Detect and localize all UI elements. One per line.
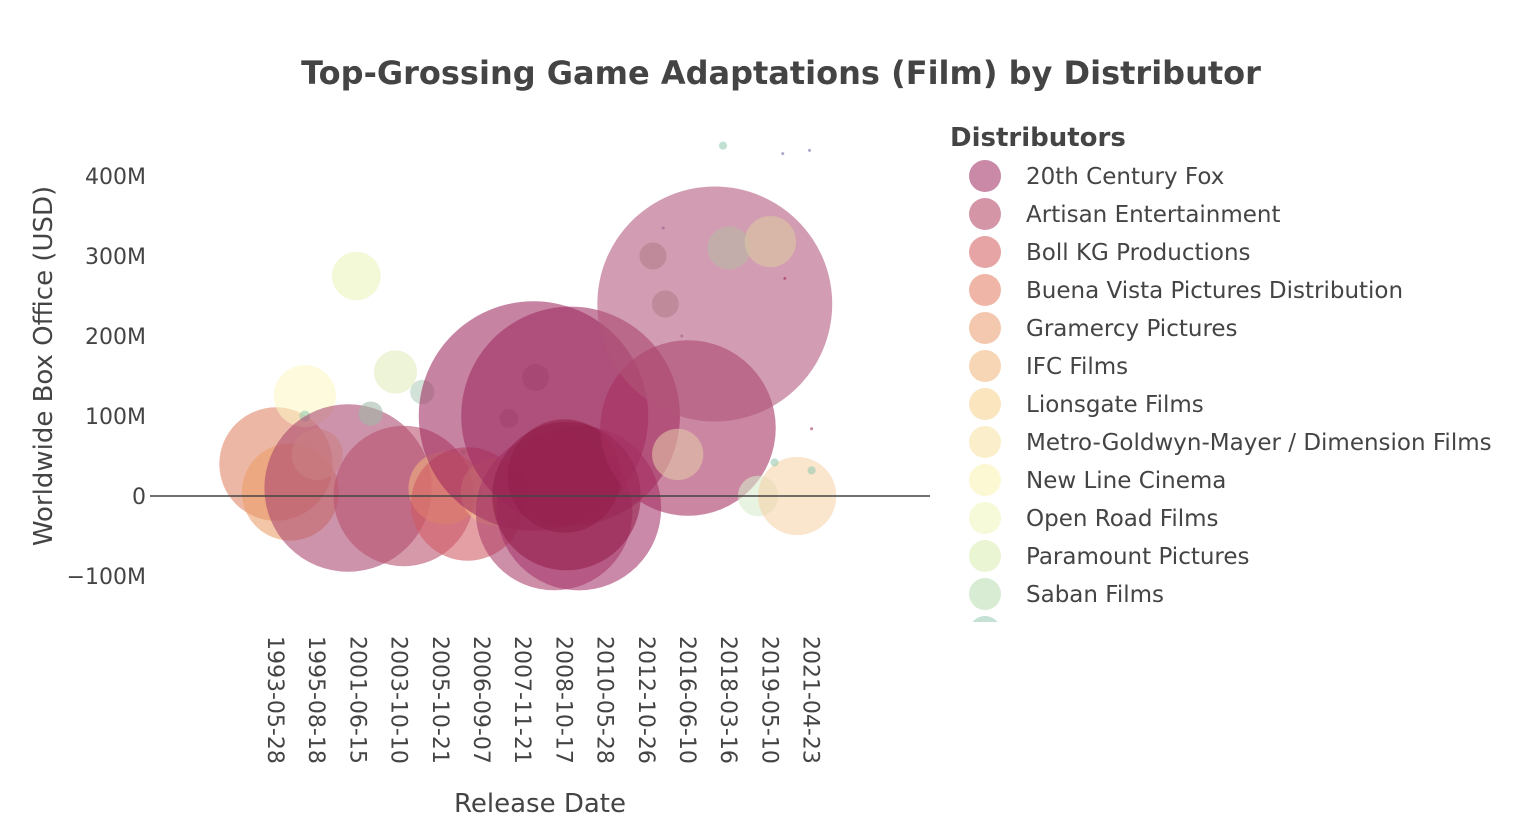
legend-marker: [969, 464, 1001, 496]
legend: Distributors 20th Century Fox Artisan Ent…: [950, 123, 1492, 648]
y-axis-title: Worldwide Box Office (USD): [29, 186, 59, 546]
x-tick-label: 2010-05-28: [592, 636, 617, 764]
legend-label: New Line Cinema: [1026, 468, 1226, 494]
legend-item[interactable]: New Line Cinema: [969, 464, 1226, 496]
legend-item[interactable]: IFC Films: [969, 350, 1128, 382]
bubble-point-33[interactable]: [744, 215, 797, 268]
bubble-point-38[interactable]: [781, 152, 785, 156]
bubble-point-30[interactable]: [652, 428, 704, 481]
legend-label: Lionsgate Films: [1026, 392, 1204, 418]
legend-marker: [969, 388, 1001, 420]
chart-title: Top-Grossing Game Adaptations (Film) by …: [301, 54, 1261, 92]
x-tick-label: 1995-08-18: [303, 636, 328, 764]
legend-label: Saban Films: [1026, 582, 1164, 608]
x-tick-label: 2005-10-21: [427, 636, 452, 764]
y-axis-ticks: −100M 0 100M 200M 300M 400M: [67, 165, 146, 590]
legend-marker: [969, 160, 1001, 192]
legend-label: Buena Vista Pictures Distribution: [1026, 278, 1403, 304]
x-tick-label: 2006-09-07: [468, 636, 493, 764]
legend-title: Distributors: [950, 123, 1126, 153]
legend-label: IFC Films: [1026, 354, 1128, 380]
legend-label: Boll KG Productions: [1026, 240, 1251, 266]
legend-item[interactable]: Artisan Entertainment: [969, 198, 1281, 230]
y-tick-label: 200M: [85, 325, 146, 350]
legend-marker: [969, 198, 1001, 230]
plot-area: [150, 141, 930, 591]
legend-label: 20th Century Fox: [1026, 164, 1224, 190]
legend-marker: [969, 540, 1001, 572]
legend-item[interactable]: Saban Films: [969, 578, 1164, 610]
bubble-point-29[interactable]: [597, 186, 833, 422]
legend-marker: [969, 312, 1001, 344]
x-tick-label: 2007-11-21: [509, 636, 534, 764]
y-tick-label: −100M: [67, 565, 146, 590]
x-axis-title: Release Date: [454, 789, 626, 819]
bubble-point-8[interactable]: [373, 350, 418, 394]
legend-label: Open Road Films: [1026, 506, 1219, 532]
x-tick-label: 2001-06-15: [344, 636, 369, 764]
legend-label: Paramount Pictures: [1026, 544, 1250, 570]
legend-marker: [969, 274, 1001, 306]
bubble-point-40[interactable]: [783, 276, 787, 280]
bubble-point-36[interactable]: [770, 458, 779, 467]
bubble-layer: [219, 141, 837, 591]
x-tick-label: 2021-04-23: [798, 636, 823, 764]
bubble-point-32[interactable]: [718, 141, 728, 150]
legend-item[interactable]: [969, 616, 1001, 648]
x-axis-ticks: 1993-05-28 1995-08-18 2001-06-15 2003-10-10…: [262, 636, 823, 764]
bubble-point-23[interactable]: [507, 419, 622, 533]
x-tick-label: 2019-05-10: [756, 636, 781, 764]
legend-marker: [972, 616, 998, 622]
x-tick-label: 2008-10-17: [550, 636, 575, 764]
y-tick-label: 100M: [85, 405, 146, 430]
legend-marker: [969, 350, 1001, 382]
x-tick-label: 2016-06-10: [674, 636, 699, 764]
legend-label: Metro-Goldwyn-Mayer / Dimension Films: [1026, 430, 1492, 456]
bubble-point-6[interactable]: [332, 251, 381, 301]
legend-item[interactable]: Buena Vista Pictures Distribution: [969, 274, 1403, 306]
bubble-point-37[interactable]: [807, 466, 816, 475]
legend-item[interactable]: Lionsgate Films: [969, 388, 1204, 420]
y-tick-label: 0: [132, 485, 146, 510]
bubble-point-7[interactable]: [358, 401, 383, 426]
legend-marker: [969, 426, 1001, 458]
legend-marker: [969, 236, 1001, 268]
bubble-point-41[interactable]: [810, 427, 814, 431]
x-tick-label: 1993-05-28: [262, 636, 287, 764]
y-tick-label: 400M: [85, 165, 146, 190]
bubble-point-39[interactable]: [808, 148, 812, 152]
legend-marker: [969, 502, 1001, 534]
legend-label: Artisan Entertainment: [1026, 202, 1281, 228]
legend-items: 20th Century Fox Artisan Entertainment Bol…: [969, 160, 1492, 648]
x-tick-label: 2012-10-26: [633, 636, 658, 764]
x-tick-label: 2018-03-16: [715, 636, 740, 764]
legend-marker: [969, 578, 1001, 610]
y-tick-label: 300M: [85, 245, 146, 270]
bubble-point-31[interactable]: [707, 226, 751, 270]
x-tick-label: 2003-10-10: [386, 636, 411, 764]
legend-item[interactable]: Boll KG Productions: [969, 236, 1251, 268]
legend-item[interactable]: Metro-Goldwyn-Mayer / Dimension Films: [969, 426, 1492, 458]
legend-item[interactable]: Gramercy Pictures: [969, 312, 1238, 344]
legend-label: Gramercy Pictures: [1026, 316, 1238, 342]
legend-item[interactable]: 20th Century Fox: [969, 160, 1224, 192]
legend-item[interactable]: Open Road Films: [969, 502, 1219, 534]
legend-item[interactable]: Paramount Pictures: [969, 540, 1250, 572]
